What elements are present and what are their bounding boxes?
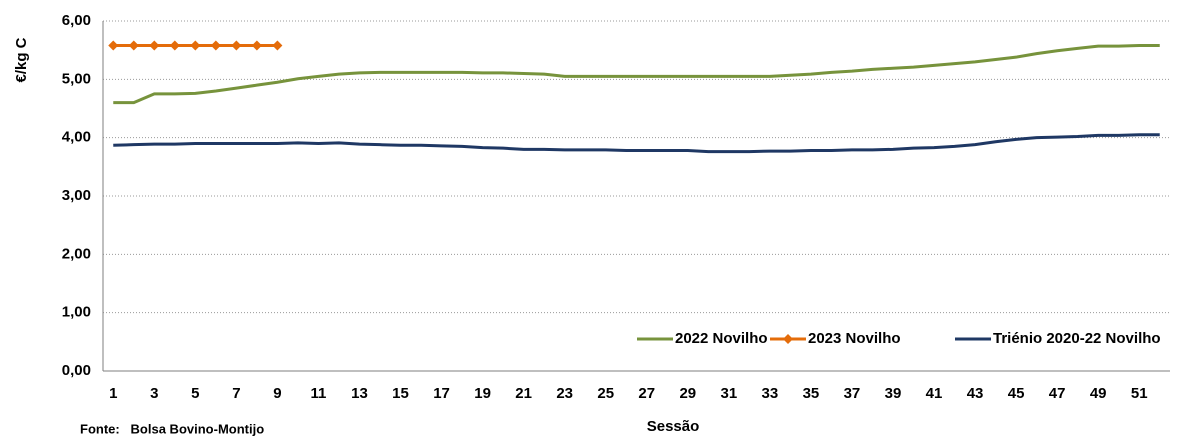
x-tick-label: 47 (1049, 385, 1066, 402)
x-tick-label: 9 (273, 385, 281, 402)
x-tick-label: 37 (844, 385, 861, 402)
data-point (149, 40, 160, 51)
x-tick-label: 3 (150, 385, 158, 402)
data-point (128, 40, 139, 51)
data-point (272, 40, 283, 51)
x-tick-label: 1 (109, 385, 117, 402)
x-tick-label: 39 (885, 385, 902, 402)
x-tick-label: 51 (1131, 385, 1148, 402)
x-tick-label: 19 (474, 385, 491, 402)
y-tick-label: 4,00 (62, 129, 91, 146)
x-tick-label: 45 (1008, 385, 1025, 402)
x-tick-label: 17 (433, 385, 450, 402)
y-tick-label: 2,00 (62, 245, 91, 262)
x-tick-label: 15 (392, 385, 409, 402)
legend-marker (783, 334, 793, 344)
y-tick-label: 5,00 (62, 70, 91, 87)
source-note: Fonte: Bolsa Bovino-Montijo (80, 421, 264, 436)
legend-label: 2023 Novilho (808, 330, 901, 347)
x-tick-label: 23 (556, 385, 573, 402)
data-point (210, 40, 221, 51)
x-tick-label: 29 (679, 385, 696, 402)
x-tick-label: 43 (967, 385, 984, 402)
x-tick-label: 33 (762, 385, 779, 402)
x-tick-label: 21 (515, 385, 532, 402)
x-tick-label: 13 (351, 385, 368, 402)
data-point (190, 40, 201, 51)
data-point (108, 40, 119, 51)
y-tick-label: 0,00 (62, 362, 91, 379)
data-point (251, 40, 262, 51)
x-tick-label: 5 (191, 385, 199, 402)
legend-label: 2022 Novilho (675, 330, 768, 347)
data-point (169, 40, 180, 51)
data-point (231, 40, 242, 51)
y-tick-label: 3,00 (62, 187, 91, 204)
legend-label: Triénio 2020-22 Novilho (993, 330, 1161, 347)
y-tick-label: 1,00 (62, 304, 91, 321)
y-axis-label: €/kg C (13, 37, 30, 82)
y-tick-label: 6,00 (62, 12, 91, 29)
x-tick-label: 49 (1090, 385, 1107, 402)
x-axis-label: Sessão (647, 418, 700, 435)
x-tick-label: 35 (803, 385, 820, 402)
series-line (113, 133, 1160, 154)
x-tick-label: 27 (638, 385, 655, 402)
series-line (113, 44, 1160, 105)
x-tick-label: 31 (720, 385, 737, 402)
x-tick-label: 11 (311, 385, 327, 402)
x-tick-label: 41 (926, 385, 943, 402)
x-tick-label: 25 (597, 385, 614, 402)
x-tick-label: 7 (232, 385, 240, 402)
